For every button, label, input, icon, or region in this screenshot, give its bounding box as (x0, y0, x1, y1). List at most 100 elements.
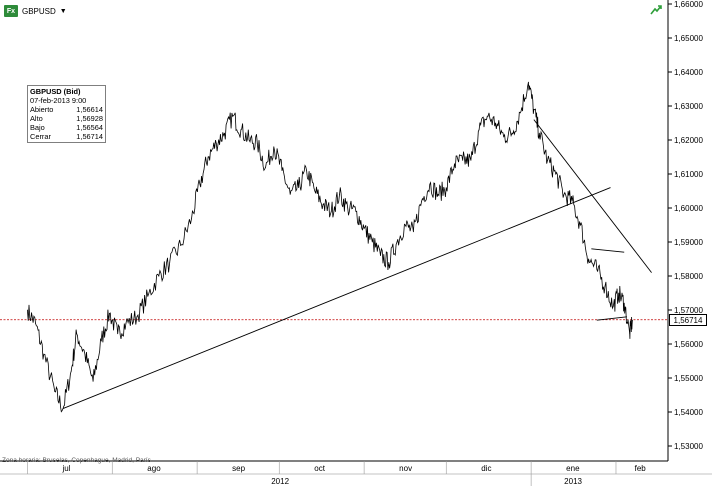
price-data-point (612, 306, 614, 307)
price-data-point (503, 136, 505, 138)
x-tick-label: oct (314, 464, 325, 473)
info-row-value: 1,56564 (76, 123, 103, 132)
price-series-line (27, 82, 633, 413)
x-tick-label: nov (399, 464, 412, 473)
price-data-point (70, 370, 72, 372)
y-tick-label: 1,66000 (674, 0, 703, 9)
price-data-point (92, 381, 94, 382)
info-row: Alto 1,56928 (30, 114, 103, 123)
price-data-point (396, 241, 398, 243)
price-data-point (478, 129, 480, 131)
price-data-point (547, 160, 548, 161)
price-data-point (421, 200, 422, 202)
x-year-label: 2012 (271, 477, 289, 486)
price-data-point (273, 146, 275, 148)
price-data-point (248, 139, 250, 141)
x-tick-label: ago (147, 464, 161, 473)
price-data-point (519, 112, 521, 114)
price-data-point (533, 109, 535, 110)
price-data-point (632, 319, 633, 321)
trend-up-arrow-icon (650, 5, 662, 15)
info-datetime: 07-feb-2013 9:00 (30, 96, 87, 105)
price-data-point (180, 245, 182, 246)
price-data-point (232, 115, 234, 117)
trendline (591, 248, 625, 253)
info-title: GBPUSD (Bid) (30, 87, 81, 96)
info-row: Cerrar 1,56714 (30, 132, 103, 141)
price-data-point (191, 217, 193, 219)
price-data-point (404, 224, 406, 226)
x-tick-label: ene (566, 464, 580, 473)
price-data-point (27, 309, 28, 311)
info-row-value: 1,56614 (76, 105, 103, 114)
info-row-label: Abierto (30, 105, 54, 114)
price-data-point (604, 285, 606, 287)
price-data-point (35, 323, 36, 324)
y-tick-label: 1,64000 (674, 68, 703, 77)
trendline (596, 316, 627, 321)
price-data-point (224, 132, 225, 134)
price-data-point (125, 323, 127, 324)
symbol-bar[interactable]: Fx GBPUSD ▼ (4, 4, 67, 18)
price-data-point (623, 302, 625, 304)
info-row-value: 1,56928 (76, 114, 103, 123)
y-tick-label: 1,63000 (674, 102, 703, 111)
price-data-point (580, 224, 581, 226)
info-row-label: Alto (30, 114, 43, 123)
y-tick-label: 1,53000 (674, 442, 703, 451)
symbol-label: GBPUSD (22, 6, 56, 16)
price-data-point (528, 81, 529, 83)
x-tick-label: feb (635, 464, 647, 473)
x-tick-label: sep (232, 464, 245, 473)
price-data-point (618, 292, 620, 294)
trendline (533, 119, 652, 273)
y-tick-label: 1,54000 (674, 408, 703, 417)
price-data-point (289, 194, 291, 195)
price-data-point (445, 187, 447, 189)
ohlc-info-box: GBPUSD (Bid) 07-feb-2013 9:00 Abierto 1,5… (27, 85, 106, 143)
price-data-point (388, 262, 390, 263)
y-tick-label: 1,56000 (674, 340, 703, 349)
y-tick-label: 1,59000 (674, 238, 703, 247)
price-data-point (136, 316, 138, 318)
price-data-point (169, 262, 171, 263)
price-data-point (380, 255, 381, 256)
price-data-point (470, 160, 472, 161)
price-data-point (62, 408, 64, 409)
price-data-point (322, 204, 324, 206)
price-data-point (454, 163, 455, 165)
y-tick-label: 1,58000 (674, 272, 703, 281)
price-data-point (495, 122, 496, 124)
chevron-down-icon[interactable]: ▼ (59, 7, 67, 15)
price-data-point (371, 241, 373, 243)
info-row: Bajo 1,56564 (30, 123, 103, 132)
price-data-point (147, 296, 149, 297)
price-data-point (596, 268, 598, 270)
price-data-point (339, 194, 340, 195)
price-data-point (429, 183, 431, 185)
y-tick-label: 1,62000 (674, 136, 703, 145)
y-tick-label: 1,57000 (674, 306, 703, 315)
price-data-point (437, 194, 439, 195)
price-data-point (330, 211, 332, 212)
x-year-label: 2013 (564, 477, 582, 486)
timezone-note: Zona horaria: Bruselas, Copenhague, Madr… (2, 457, 151, 464)
info-row-label: Bajo (30, 123, 45, 132)
price-data-point (355, 211, 357, 212)
price-data-point (109, 313, 110, 314)
price-data-point (54, 391, 56, 392)
price-data-point (76, 333, 78, 335)
price-data-point (100, 340, 102, 341)
price-data-point (117, 333, 119, 335)
y-tick-label: 1,60000 (674, 204, 703, 213)
price-data-point (347, 207, 349, 209)
price-data-point (363, 228, 365, 229)
price-data-point (215, 143, 217, 144)
price-data-point (462, 160, 464, 161)
y-tick-label: 1,61000 (674, 170, 703, 179)
trendline (62, 187, 611, 410)
price-data-point (588, 258, 589, 260)
info-row-value: 1,56714 (76, 132, 103, 141)
